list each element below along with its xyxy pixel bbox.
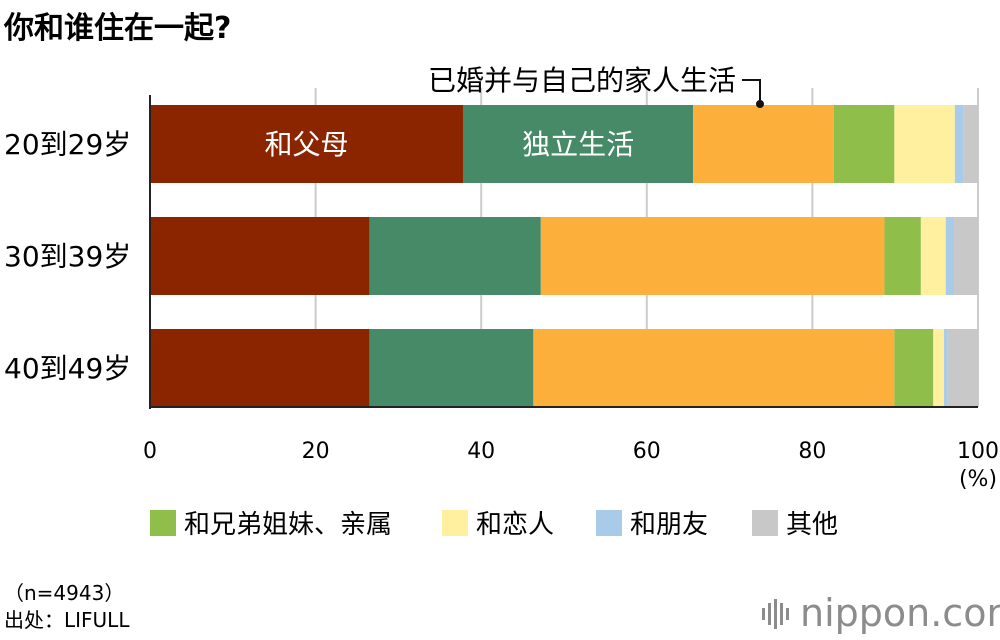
- x-axis: 0 20 40 60 80 100 (%): [143, 95, 999, 492]
- bar-segment: [693, 105, 834, 183]
- legend-swatch: [596, 510, 622, 536]
- segment-label: 和父母: [264, 128, 348, 161]
- bar-segment: [954, 105, 964, 183]
- bar-segment: [944, 329, 948, 407]
- x-tick-label: 20: [302, 439, 330, 464]
- legend-label: 和朋友: [630, 510, 708, 540]
- bars: [150, 105, 978, 407]
- segment-label: 独立生活: [522, 128, 634, 161]
- source-note: 出处：LIFULL: [4, 608, 130, 632]
- bar-segment: [150, 105, 463, 183]
- x-tick-label: 100: [957, 439, 999, 464]
- nippon-logo: nippon.com: [762, 591, 1000, 635]
- bar-segment: [150, 329, 370, 407]
- legend-label: 和兄弟姐妹、亲属: [184, 510, 392, 540]
- x-tick-label: 40: [467, 439, 495, 464]
- bar-segment: [920, 217, 946, 295]
- x-tick-label: 0: [143, 439, 157, 464]
- sample-size-note: （n=4943）: [4, 581, 124, 605]
- legend-label: 和恋人: [476, 510, 554, 540]
- brand-logo-text: nippon.com: [800, 591, 1000, 635]
- category-label: 20到29岁: [4, 128, 131, 161]
- legend: 和兄弟姐妹、亲属 和恋人 和朋友 其他: [150, 510, 838, 540]
- bar-segment: [947, 329, 978, 407]
- x-tick-label: 60: [633, 439, 661, 464]
- bar-segment: [945, 217, 954, 295]
- legend-swatch: [150, 510, 176, 536]
- chart-title: 你和谁住在一起?: [3, 11, 231, 46]
- callout-leader: [742, 79, 761, 104]
- callout-dot: [756, 100, 764, 108]
- bar-segment: [833, 105, 895, 183]
- bar-segment: [884, 217, 921, 295]
- bar-segment: [540, 217, 885, 295]
- bar-segment: [533, 329, 895, 407]
- x-unit-label: (%): [959, 467, 997, 492]
- bar-segment: [933, 329, 945, 407]
- bar-segment: [462, 105, 694, 183]
- callout-label: 已婚并与自己的家人生活: [428, 64, 736, 97]
- legend-swatch: [752, 510, 778, 536]
- category-label: 40到49岁: [4, 352, 131, 385]
- legend-swatch: [442, 510, 468, 536]
- bar-segment: [150, 217, 370, 295]
- bar-segment: [369, 329, 534, 407]
- bar-segment: [894, 329, 934, 407]
- bar-segment: [369, 217, 541, 295]
- legend-label: 其他: [786, 510, 838, 540]
- bar-segment: [963, 105, 978, 183]
- x-tick-label: 80: [798, 439, 826, 464]
- bar-segment: [953, 217, 978, 295]
- labels: 20到29岁 和父母 独立生活 30到39岁 40到49岁 已婚并与自己的家人生活: [4, 64, 764, 385]
- category-label: 30到39岁: [4, 240, 131, 273]
- bar-segment: [894, 105, 955, 183]
